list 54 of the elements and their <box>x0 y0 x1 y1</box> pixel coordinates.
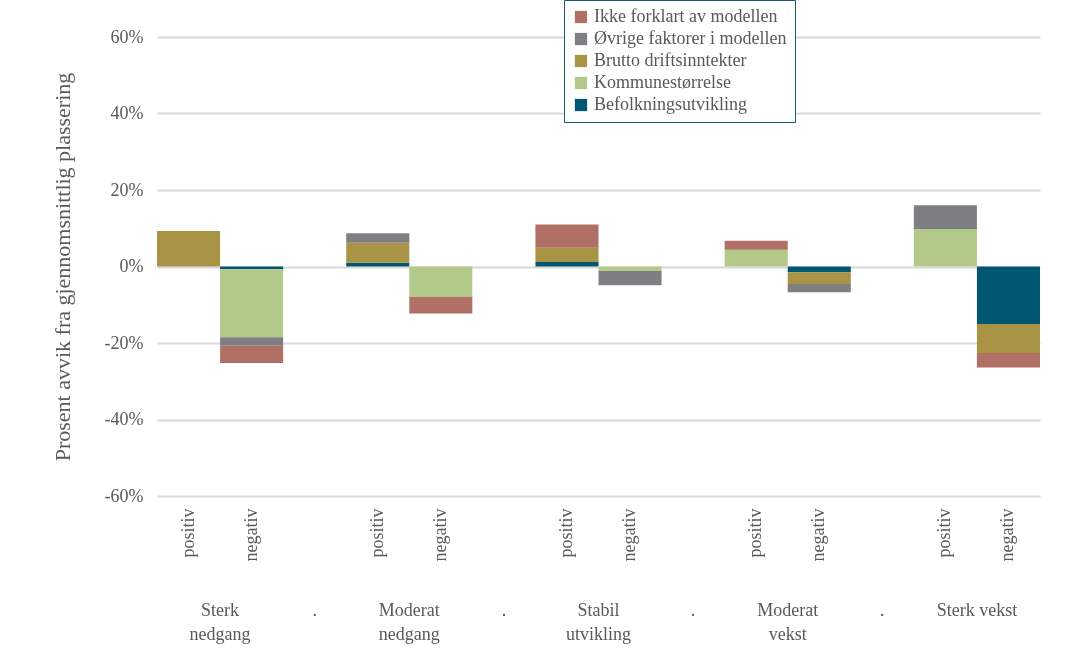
x-tick-label: negativ <box>619 508 640 562</box>
bar <box>535 261 599 267</box>
bar <box>913 229 977 267</box>
text: Moderat vekst <box>757 600 819 644</box>
x-tick-label: negativ <box>808 508 829 562</box>
bar <box>724 240 788 250</box>
y-tick-label: 40% <box>110 103 144 123</box>
legend-label: Øvrige faktorer i modellen <box>594 28 787 48</box>
x-tick-label: negativ <box>240 508 261 562</box>
y-tick-label: 20% <box>110 179 144 200</box>
legend-label: Brutto driftsinntekter <box>594 50 747 70</box>
x-tick-label: positiv <box>366 508 387 558</box>
y-tick-label: 60% <box>110 26 144 47</box>
bar <box>787 272 851 285</box>
bar <box>535 224 599 248</box>
y-tick-label: 0% <box>119 256 144 276</box>
text: Sterk nedgang <box>189 600 251 644</box>
x-tick-label: positiv <box>555 508 576 558</box>
x-tick-label: positiv <box>177 508 198 558</box>
bar <box>409 266 473 297</box>
bar <box>976 323 1040 353</box>
bar <box>976 266 1040 324</box>
text: Stabil utvikling <box>565 600 632 644</box>
bar <box>220 345 284 363</box>
bar <box>535 247 599 262</box>
text: Sterk vekst <box>936 600 1018 620</box>
bar <box>157 230 221 267</box>
bar <box>913 205 977 230</box>
bar <box>346 233 410 243</box>
bar <box>346 242 410 263</box>
legend-label: Kommunestørrelse <box>594 72 731 92</box>
text: . <box>690 600 696 620</box>
bar <box>724 249 788 267</box>
y-tick-label: -60% <box>104 485 144 506</box>
x-tick-label: negativ <box>429 508 450 562</box>
bar <box>976 352 1040 368</box>
text: . <box>312 600 317 620</box>
text: . <box>501 600 507 620</box>
x-tick-label: negativ <box>997 508 1018 562</box>
y-axis-title: Prosent avvik fra gjennomsnittlig plassering <box>49 72 75 462</box>
bar <box>409 296 473 314</box>
bar <box>220 337 284 346</box>
bar <box>598 271 662 286</box>
x-tick-label: positiv <box>934 508 955 558</box>
legend-label: Ikke forklart av modellen <box>594 6 778 26</box>
bar <box>346 262 410 267</box>
bar <box>220 269 284 338</box>
bar <box>787 284 851 293</box>
y-tick-label: -20% <box>104 332 144 353</box>
text: Moderat nedgang <box>378 600 440 644</box>
x-tick-label: positiv <box>745 508 766 558</box>
legend-label: Befolkningsutvikling <box>594 94 747 114</box>
y-tick-label: -40% <box>104 409 144 429</box>
text: . <box>880 600 885 620</box>
